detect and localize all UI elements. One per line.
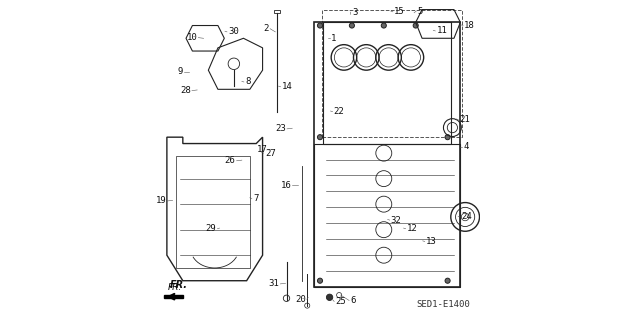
Text: 5: 5 xyxy=(417,7,422,16)
Text: 31: 31 xyxy=(268,279,279,288)
Circle shape xyxy=(381,23,387,28)
Bar xyxy=(314,144,460,287)
Text: 25: 25 xyxy=(335,297,346,306)
Text: 15: 15 xyxy=(394,7,404,16)
Text: 2: 2 xyxy=(264,24,269,33)
Text: 6: 6 xyxy=(350,296,356,305)
Bar xyxy=(177,156,250,268)
Text: 26: 26 xyxy=(225,156,236,165)
Text: 11: 11 xyxy=(436,26,447,35)
Bar xyxy=(323,22,451,144)
Text: FR.: FR. xyxy=(168,283,182,292)
Polygon shape xyxy=(164,295,183,298)
Text: 29: 29 xyxy=(205,224,216,233)
Text: 27: 27 xyxy=(265,149,276,158)
Text: 28: 28 xyxy=(180,86,191,95)
Text: 3: 3 xyxy=(352,8,357,17)
Text: 8: 8 xyxy=(245,78,250,86)
Text: 13: 13 xyxy=(426,237,436,246)
Text: 30: 30 xyxy=(228,27,239,36)
Circle shape xyxy=(445,278,450,283)
Bar xyxy=(314,22,460,287)
Circle shape xyxy=(317,278,323,283)
Text: FR.: FR. xyxy=(170,280,188,290)
Text: 20: 20 xyxy=(295,295,306,304)
Text: 9: 9 xyxy=(177,67,183,76)
Text: 7: 7 xyxy=(253,194,259,203)
Text: 12: 12 xyxy=(407,224,417,233)
Text: 16: 16 xyxy=(280,181,291,189)
Circle shape xyxy=(326,294,333,300)
Text: 10: 10 xyxy=(186,33,197,42)
Circle shape xyxy=(317,135,323,140)
Text: 23: 23 xyxy=(275,124,286,133)
Text: 14: 14 xyxy=(282,82,292,91)
Circle shape xyxy=(413,23,419,28)
Text: 18: 18 xyxy=(464,21,475,30)
Bar xyxy=(321,10,462,137)
Circle shape xyxy=(317,23,323,28)
Text: 4: 4 xyxy=(463,142,469,151)
Text: SED1-E1400: SED1-E1400 xyxy=(416,300,470,309)
Text: 21: 21 xyxy=(460,115,470,124)
Circle shape xyxy=(349,23,355,28)
Text: 24: 24 xyxy=(461,212,472,221)
Text: 32: 32 xyxy=(391,216,401,225)
Circle shape xyxy=(445,135,450,140)
Text: 17: 17 xyxy=(257,145,268,154)
Text: 22: 22 xyxy=(333,107,344,116)
Bar xyxy=(274,10,280,13)
Text: 19: 19 xyxy=(156,197,166,205)
Text: 1: 1 xyxy=(331,34,337,43)
